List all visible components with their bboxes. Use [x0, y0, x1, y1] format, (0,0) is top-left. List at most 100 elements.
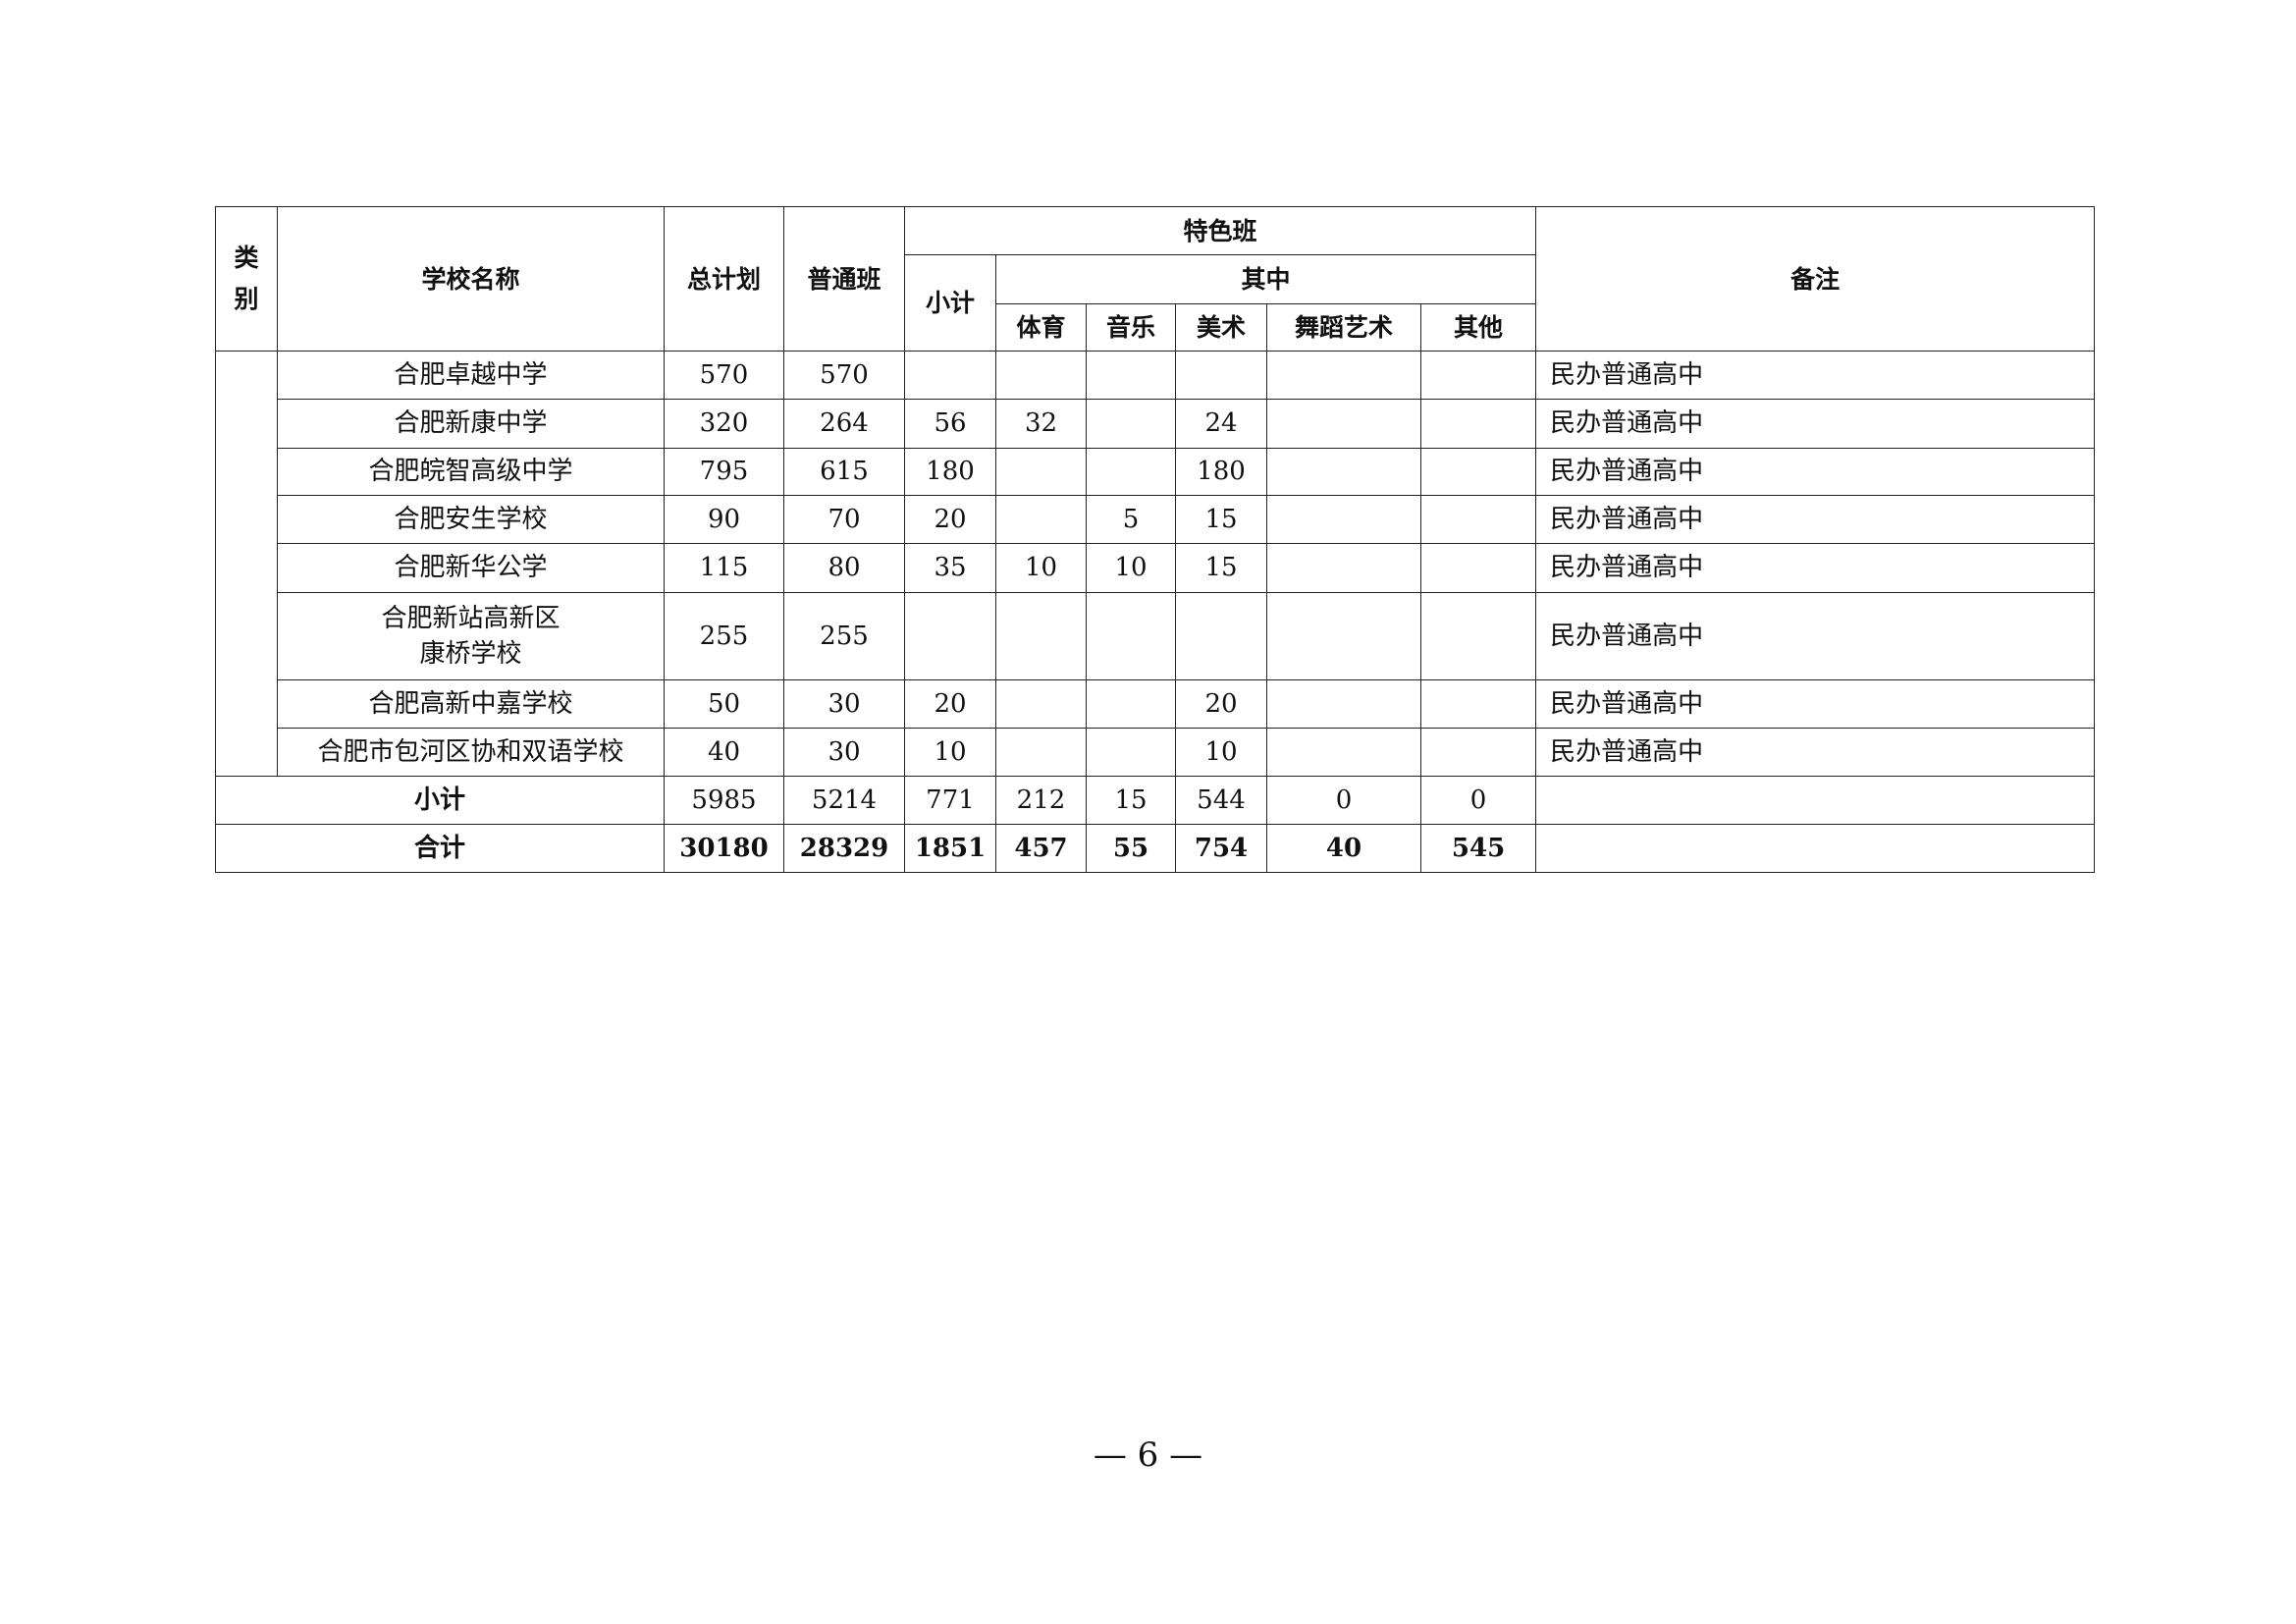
art-cell: 180	[1175, 448, 1267, 496]
sub-cell: 56	[904, 399, 996, 449]
header-of-which: 其中	[994, 254, 1537, 304]
music-cell	[1086, 399, 1176, 449]
table-row: 合肥皖智高级中学 795 615 180 180 民办普通高中	[216, 448, 2096, 496]
total-cell: 570	[664, 351, 784, 400]
regular-cell: 30	[783, 679, 905, 729]
other-cell: 545	[1419, 824, 1537, 873]
school-name: 合肥新康中学	[394, 408, 548, 439]
header-art: 美术	[1175, 303, 1267, 352]
music-cell	[1086, 679, 1176, 729]
art-cell: 20	[1175, 679, 1267, 729]
school-name-cell: 合肥新华公学	[277, 543, 665, 593]
table-row: 合肥卓越中学 570 570 民办普通高中	[215, 351, 2096, 777]
remarks-cell: 民办普通高中	[1535, 592, 2096, 680]
header-dance: 舞蹈艺术	[1266, 303, 1421, 352]
school-name-cell: 合肥新康中学	[277, 399, 665, 449]
table-row: 合肥新康中学 320 264 56 32 24 民办普通高中	[216, 399, 2096, 449]
regular-cell: 255	[783, 592, 905, 680]
total-cell: 115	[664, 543, 784, 593]
school-name-cell: 合肥新站高新区 康桥学校	[277, 592, 665, 680]
art-cell	[1175, 592, 1267, 680]
school-name: 合肥皖智高级中学	[368, 457, 573, 487]
regular-cell: 70	[783, 495, 905, 544]
other-cell	[1419, 448, 1537, 496]
total-cell: 5985	[664, 776, 784, 825]
music-cell: 5	[1086, 495, 1176, 544]
music-cell	[1086, 448, 1176, 496]
music-cell: 15	[1086, 776, 1176, 825]
art-cell	[1175, 351, 1267, 400]
dance-cell	[1266, 679, 1421, 729]
subtotal-row-label: 小计	[215, 776, 665, 825]
header-regular-class: 普通班	[783, 206, 905, 352]
table-row: 合肥高新中嘉学校 50 30 20 20 民办普通高中	[216, 679, 2096, 729]
regular-cell: 570	[783, 351, 905, 400]
music-cell: 10	[1086, 543, 1176, 593]
art-cell: 754	[1175, 824, 1267, 873]
dance-cell	[1266, 448, 1421, 496]
music-cell: 55	[1086, 824, 1176, 873]
regular-cell: 264	[783, 399, 905, 449]
regular-cell: 30	[783, 728, 905, 777]
sports-cell: 212	[995, 776, 1087, 825]
header-school-name: 学校名称	[277, 206, 665, 352]
sub-cell	[904, 592, 996, 680]
school-name-line2: 康桥学校	[419, 639, 522, 669]
school-name: 合肥新华公学	[394, 553, 548, 583]
sports-cell	[995, 351, 1087, 400]
total-cell: 795	[664, 448, 784, 496]
school-name: 合肥市包河区协和双语学校	[317, 736, 624, 767]
remarks-cell: 民办普通高中	[1535, 728, 2096, 777]
art-cell: 15	[1175, 495, 1267, 544]
sports-cell	[995, 495, 1087, 544]
dance-cell: 0	[1266, 776, 1421, 825]
art-cell: 15	[1175, 543, 1267, 593]
school-name: 合肥安生学校	[394, 504, 548, 534]
regular-cell: 28329	[783, 824, 905, 873]
dance-cell	[1266, 399, 1421, 449]
grand-total-row-label: 合计	[215, 824, 665, 873]
other-cell	[1419, 679, 1537, 729]
page-number: — 6 —	[1093, 1435, 1203, 1475]
table-row: 合肥安生学校 90 70 20 5 15 民办普通高中	[216, 495, 2096, 544]
sports-cell	[995, 728, 1087, 777]
header-sports: 体育	[995, 303, 1087, 352]
sports-cell: 10	[995, 543, 1087, 593]
regular-cell: 80	[783, 543, 905, 593]
total-cell: 255	[664, 592, 784, 680]
art-cell: 24	[1175, 399, 1267, 449]
sports-cell	[995, 448, 1087, 496]
school-name: 合肥卓越中学	[394, 359, 548, 390]
other-cell	[1419, 495, 1537, 544]
sub-cell	[904, 351, 996, 400]
sub-cell: 20	[904, 495, 996, 544]
sports-cell: 32	[995, 399, 1087, 449]
sub-cell: 1851	[904, 824, 996, 873]
category-cell	[215, 351, 278, 777]
dance-cell: 40	[1266, 824, 1421, 873]
other-cell	[1419, 399, 1537, 449]
total-cell: 30180	[664, 824, 784, 873]
remarks-cell	[1535, 824, 2096, 873]
other-cell	[1419, 728, 1537, 777]
remarks-cell: 民办普通高中	[1535, 448, 2096, 496]
subtotal-row: 小计 5985 5214 771 212 15 544 0 0	[215, 776, 2096, 825]
header-category: 类别	[215, 206, 278, 352]
remarks-cell: 民办普通高中	[1535, 351, 2096, 400]
header-subtotal: 小计	[904, 254, 996, 352]
header-special-class: 特色班	[903, 206, 1537, 255]
sub-cell: 180	[904, 448, 996, 496]
music-cell	[1086, 351, 1176, 400]
sub-cell: 35	[904, 543, 996, 593]
dance-cell	[1266, 351, 1421, 400]
table-row: 合肥市包河区协和双语学校 40 30 10 10 民办普通高中	[216, 728, 2096, 777]
sub-cell: 10	[904, 728, 996, 777]
other-cell	[1419, 592, 1537, 680]
remarks-cell: 民办普通高中	[1535, 495, 2096, 544]
school-name: 合肥新站高新区	[381, 603, 561, 633]
sports-cell: 457	[995, 824, 1087, 873]
total-cell: 320	[664, 399, 784, 449]
dance-cell	[1266, 543, 1421, 593]
art-cell: 10	[1175, 728, 1267, 777]
other-cell	[1419, 351, 1537, 400]
